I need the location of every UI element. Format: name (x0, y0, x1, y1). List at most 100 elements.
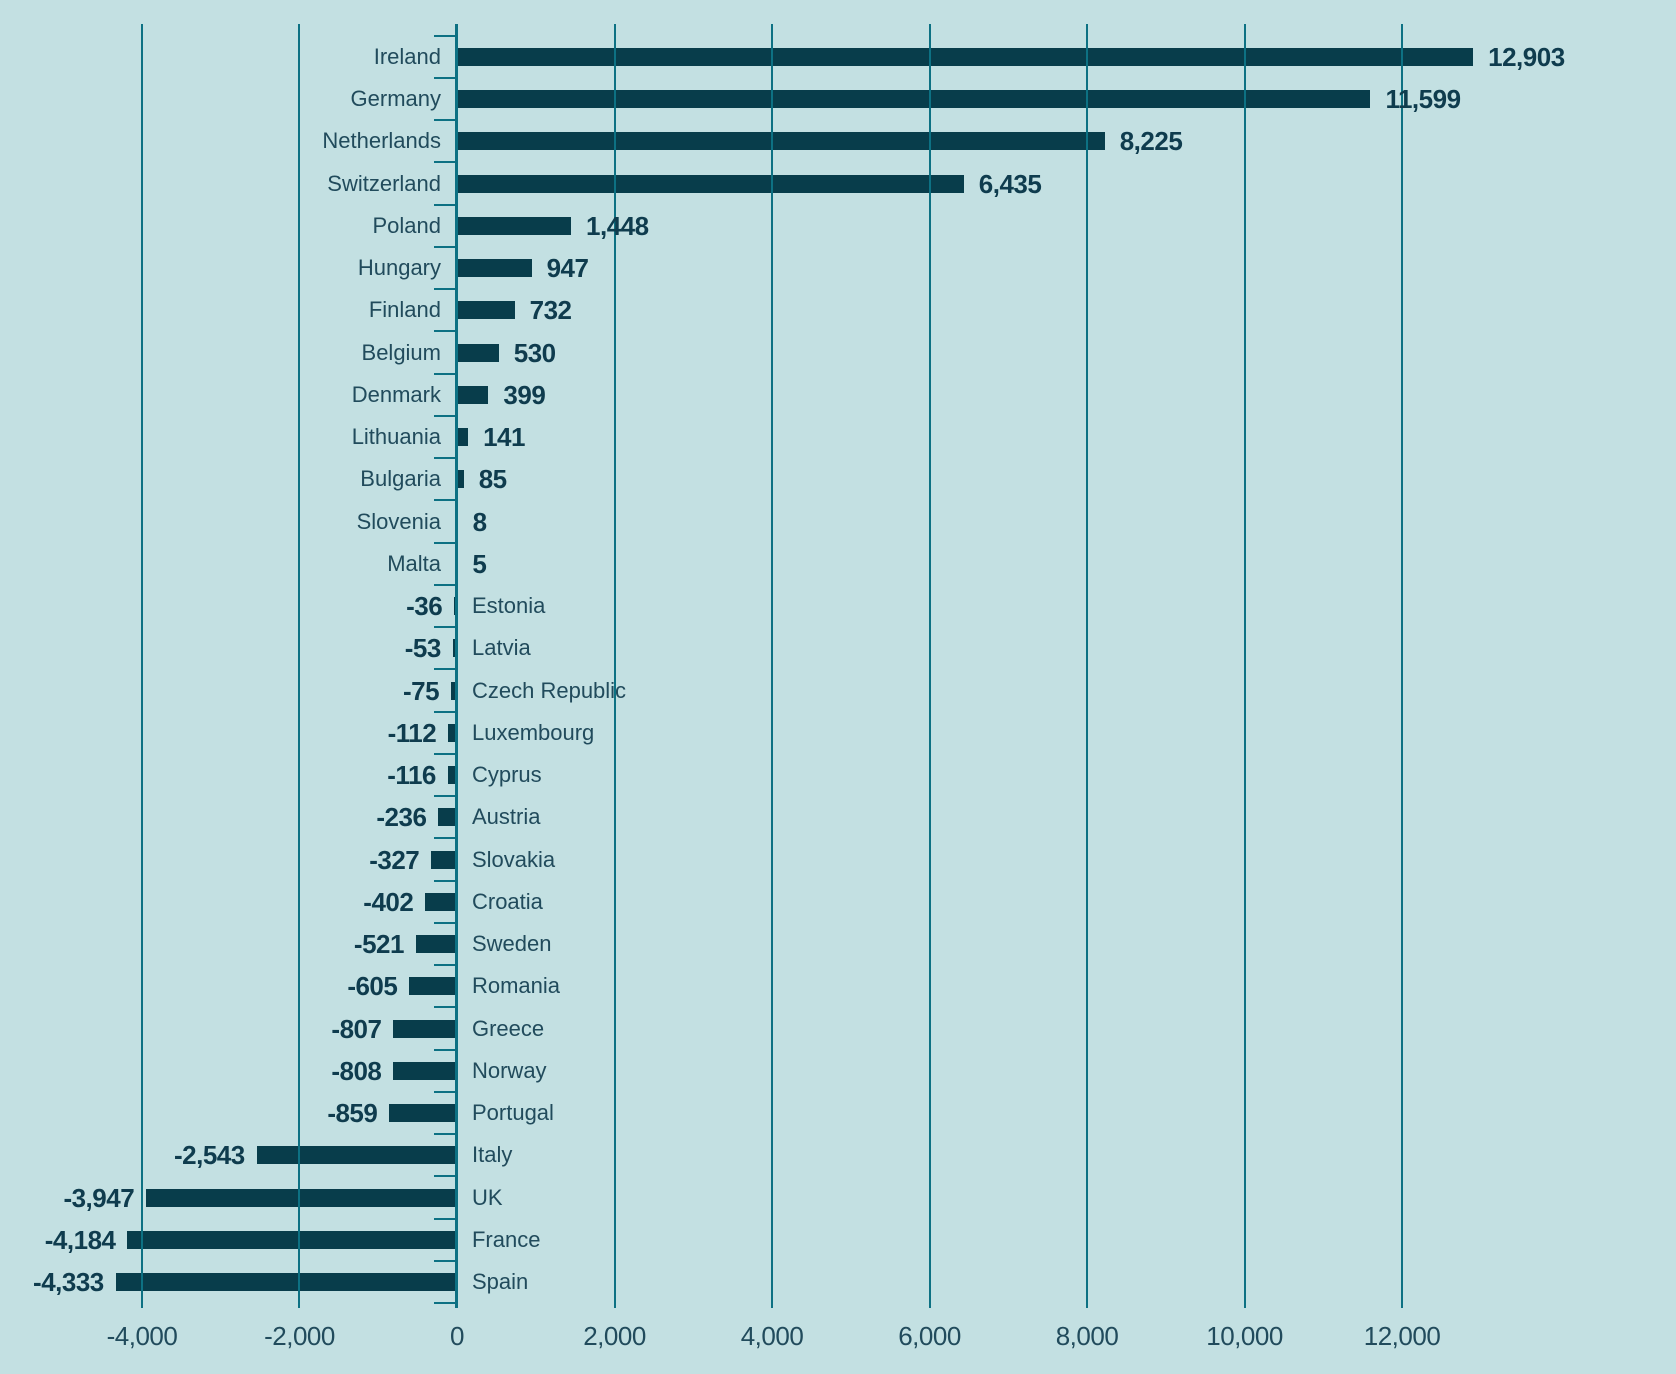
value-label-netherlands: 8,225 (1119, 126, 1183, 157)
x-axis-tick-label: -2,000 (264, 1321, 335, 1351)
category-tick (433, 161, 457, 164)
category-tick (433, 288, 457, 291)
category-tick (433, 1175, 457, 1178)
country-label-belgium: Belgium (361, 339, 441, 365)
bar-sweden (415, 935, 457, 954)
gridline-12,000 (1401, 24, 1404, 1308)
value-label-switzerland: 6,435 (978, 168, 1042, 199)
gridline-6,000 (928, 24, 931, 1308)
value-label-italy: -2,543 (174, 1140, 245, 1171)
country-label-bulgaria: Bulgaria (360, 466, 441, 492)
country-label-poland: Poland (372, 212, 441, 238)
bar-netherlands (456, 132, 1105, 151)
country-label-lithuania: Lithuania (351, 424, 441, 450)
bar-luxembourg (448, 723, 457, 742)
x-axis-tick-label: -4,000 (106, 1321, 178, 1351)
category-tick (433, 457, 457, 460)
bar-czech-republic (451, 681, 457, 700)
bar-cyprus (447, 766, 457, 785)
value-label-ireland: 12,903 (1488, 41, 1565, 72)
category-tick (433, 76, 457, 79)
value-label-finland: 732 (529, 295, 572, 326)
value-label-latvia: -53 (404, 633, 442, 664)
category-tick (433, 626, 457, 629)
bar-france (127, 1230, 457, 1249)
bar-romania (409, 977, 457, 996)
x-axis-tick-label: 4,000 (740, 1321, 804, 1351)
value-label-lithuania: 141 (483, 422, 525, 453)
bar-austria (438, 808, 457, 827)
category-tick (433, 330, 457, 333)
x-axis-tick-label: 2,000 (583, 1321, 646, 1351)
country-label-slovenia: Slovenia (356, 508, 441, 534)
value-label-norway: -808 (331, 1055, 382, 1086)
country-label-cyprus: Cyprus (471, 762, 542, 788)
category-tick (433, 1302, 457, 1305)
country-label-france: France (471, 1226, 541, 1252)
country-label-switzerland: Switzerland (327, 170, 441, 196)
country-label-austria: Austria (471, 804, 541, 830)
category-tick (433, 583, 457, 586)
category-tick (433, 1090, 457, 1093)
category-tick (433, 1259, 457, 1262)
x-axis-tick-label: 8,000 (1055, 1321, 1119, 1351)
value-label-austria: -236 (376, 802, 427, 833)
country-label-greece: Greece (471, 1015, 545, 1041)
category-tick (433, 710, 457, 713)
bar-portugal (389, 1104, 457, 1123)
category-tick (433, 1217, 457, 1220)
category-tick (433, 119, 457, 122)
country-label-hungary: Hungary (357, 255, 441, 281)
value-label-hungary: 947 (546, 253, 589, 284)
bar-poland (456, 216, 572, 235)
country-label-malta: Malta (387, 550, 441, 576)
country-label-estonia: Estonia (471, 593, 546, 619)
category-tick (433, 921, 457, 924)
country-label-romania: Romania (471, 973, 561, 999)
category-tick (433, 541, 457, 544)
gridline-2,000 (613, 24, 616, 1308)
bar-spain (115, 1273, 457, 1292)
bar-belgium (456, 343, 499, 362)
category-tick (433, 795, 457, 798)
country-label-germany: Germany (350, 86, 441, 112)
category-tick (433, 837, 457, 840)
category-tick (433, 1048, 457, 1051)
gridline--4,000 (140, 24, 143, 1308)
value-label-malta: 5 (472, 548, 487, 579)
country-label-portugal: Portugal (471, 1100, 554, 1126)
country-label-latvia: Latvia (471, 635, 531, 661)
category-tick (433, 499, 457, 502)
category-tick (433, 245, 457, 248)
value-label-slovenia: 8 (472, 506, 487, 537)
x-axis-tick-label: 12,000 (1363, 1321, 1441, 1351)
bar-ireland (456, 47, 1474, 66)
category-tick (433, 752, 457, 755)
country-label-finland: Finland (368, 297, 441, 323)
value-label-belgium: 530 (513, 337, 556, 368)
country-label-norway: Norway (471, 1057, 547, 1083)
value-label-spain: -4,333 (33, 1267, 104, 1298)
bar-denmark (456, 385, 489, 404)
value-label-germany: 11,599 (1385, 84, 1461, 115)
bar-slovakia (431, 850, 457, 869)
value-label-uk: -3,947 (63, 1182, 135, 1213)
country-label-spain: Spain (471, 1269, 529, 1295)
gridline--2,000 (298, 24, 301, 1308)
bar-italy (256, 1146, 457, 1165)
category-tick (433, 1133, 457, 1136)
category-tick (433, 203, 457, 206)
country-label-sweden: Sweden (471, 931, 552, 957)
category-tick (433, 1006, 457, 1009)
bar-bulgaria (456, 470, 464, 489)
bar-lithuania (456, 428, 469, 447)
bar-switzerland (456, 174, 964, 193)
country-label-italy: Italy (471, 1142, 513, 1168)
x-axis-tick-label: 6,000 (898, 1321, 961, 1351)
country-label-ireland: Ireland (373, 43, 441, 69)
value-label-bulgaria: 85 (478, 464, 507, 495)
category-tick (433, 414, 457, 417)
value-label-portugal: -859 (327, 1098, 378, 1129)
category-tick (433, 964, 457, 967)
